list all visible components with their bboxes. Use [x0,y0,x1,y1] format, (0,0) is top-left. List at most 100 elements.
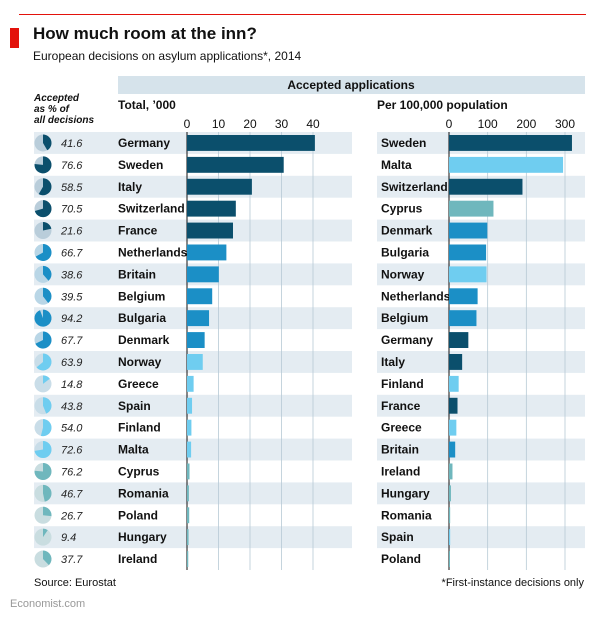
left-category-label: Hungary [118,530,167,544]
left-bar [187,332,205,348]
right-bar [449,485,451,502]
left-category-label: Romania [118,486,169,500]
row-stripe-left [34,394,352,417]
pie-value-label: 38.6 [61,269,83,281]
right-category-label: Belgium [381,311,428,325]
right-bar [449,222,488,239]
right-category-label: Netherlands [381,289,451,303]
pie-value-label: 37.7 [61,554,83,566]
right-bar [449,397,458,414]
left-bar [187,266,219,283]
right-bar [449,266,487,283]
left-bar [187,375,194,392]
header-band-label: Accepted applications [287,78,415,92]
right-category-label: Greece [381,421,422,435]
pie-slice [35,331,52,349]
right-category-label: Italy [381,355,405,369]
row-stripe-left [34,482,352,505]
right-category-label: Cyprus [381,202,423,216]
left-category-label: Greece [118,377,159,391]
pie-value-label: 46.7 [61,488,83,500]
top-rule [19,14,586,15]
pie-value-label: 39.5 [61,291,83,303]
left-bar [187,178,252,195]
pie-value-label: 58.5 [61,182,83,194]
pie-value-label: 63.9 [61,357,82,369]
right-category-label: Switzerland [381,180,448,194]
pie-value-label: 66.7 [61,247,83,259]
right-bar-series: Sweden Malta Switzerland Cyprus Denmark Bulga… [381,135,572,567]
right-category-label: Sweden [381,136,426,150]
row-stripe-right [377,438,585,461]
left-category-label: France [118,224,158,238]
row-stripe-right [377,482,585,505]
left-bar [187,397,193,414]
left-category-label: Germany [118,136,170,150]
pie-slice [34,200,52,218]
left-bar [187,156,284,173]
pie-value-label: 76.6 [61,160,83,172]
left-category-label: Britain [118,267,156,281]
right-category-label: Spain [381,530,414,544]
left-bar [187,441,192,458]
row-stripe-right [377,394,585,417]
right-category-label: Ireland [381,464,420,478]
left-bar [187,200,236,217]
right-bar [449,419,457,436]
left-category-label: Finland [118,421,161,435]
right-bar [449,375,459,392]
right-bar [449,310,477,327]
pie-slice [43,397,52,414]
pie-value-label: 14.8 [61,379,83,391]
right-bar [449,244,487,261]
pie-value-label: 26.7 [60,510,83,522]
pie-value-label: 41.6 [61,138,83,150]
left-category-label: Bulgaria [118,311,166,325]
right-category-label: Poland [381,552,421,566]
row-stripe-left [34,526,352,549]
pie-value-label: 54.0 [61,423,83,435]
pie-slice [34,441,52,459]
right-category-label: Norway [381,267,425,281]
left-tick-label: 20 [243,117,257,131]
right-category-label: Hungary [381,486,430,500]
right-bar [449,135,572,151]
row-stripe-right [377,526,585,549]
left-category-label: Netherlands [118,245,188,259]
left-tick-label: 0 [184,117,191,131]
pie-slice [43,484,52,502]
left-category-label: Norway [118,355,162,369]
pie-column-title: Accepted as % of all decisions [33,93,94,126]
left-bar [187,507,190,524]
left-bar-series: Germany Sweden Italy Switzerland France Nethe… [118,135,315,567]
pie-slice [43,528,48,538]
chart-title: How much room at the inn? [33,24,257,43]
right-category-label: France [381,399,421,413]
right-bar [449,507,451,524]
right-category-label: Finland [381,377,424,391]
right-bar [449,332,469,348]
pie-slice [43,375,50,384]
right-tick-label: 100 [478,117,498,131]
pie-slice [43,550,52,566]
pie-value-label: 76.2 [61,466,82,478]
pie-slice [43,506,52,517]
right-axis-ticks: 0 100 200 300 [446,117,575,570]
pie-slice [34,462,52,480]
left-category-label: Malta [118,443,149,457]
left-tick-label: 10 [212,117,226,131]
left-tick-label: 40 [306,117,320,131]
left-category-label: Ireland [118,552,157,566]
left-category-label: Denmark [118,333,170,347]
pie-slice [38,178,52,196]
left-panel-title: Total, ’000 [118,98,176,112]
right-bar [449,178,523,195]
right-tick-label: 300 [555,117,575,131]
right-category-label: Britain [381,443,419,457]
pie-value-label: 21.6 [60,226,83,238]
left-tick-label: 30 [275,117,289,131]
left-bar [187,419,192,436]
right-tick-label: 0 [446,117,453,131]
left-category-label: Switzerland [118,202,185,216]
